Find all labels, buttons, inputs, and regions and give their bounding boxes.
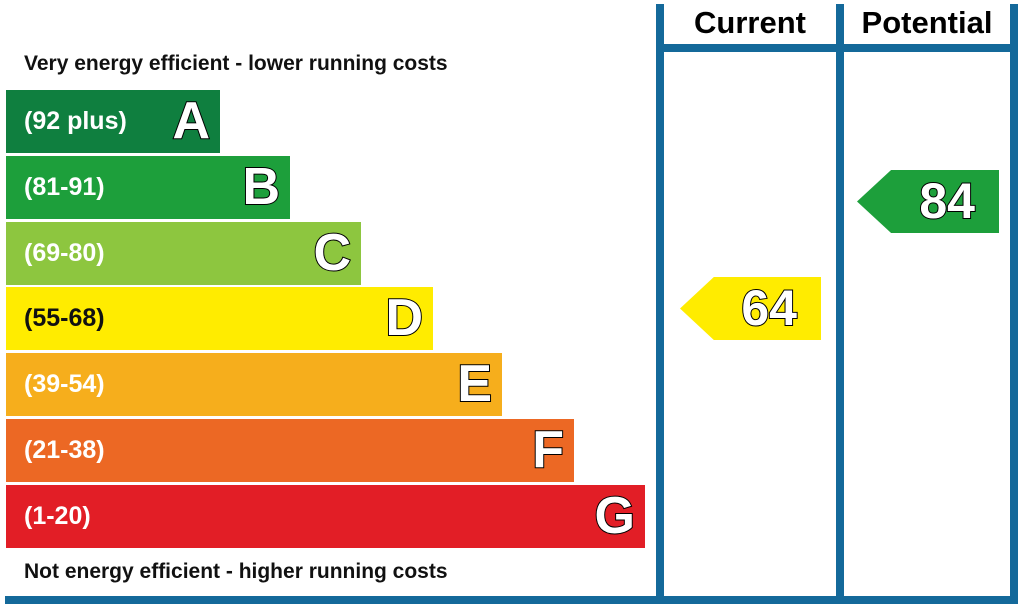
band-c: (69-80) C [6,221,361,285]
divider-right [1010,4,1018,604]
current-header: Current [694,5,806,40]
divider-middle [836,4,844,600]
divider-left [656,4,664,604]
band-letter: D [384,288,424,348]
bottom-caption: Not energy efficient - higher running co… [24,560,448,583]
band-range: (69-80) [24,238,105,267]
potential-header: Potential [861,5,993,40]
band-range: (55-68) [24,304,105,333]
band-range: (21-38) [24,436,105,464]
potential-rating-arrow: 84 [857,170,999,233]
band-letter: A [171,91,211,151]
header-underline [660,44,1018,52]
band-letter: G [594,486,636,546]
band-range: (39-54) [24,370,105,399]
band-letter: C [312,223,352,283]
band-letter: E [456,354,493,414]
band-range: (81-91) [24,172,105,201]
bottom-line [5,596,1018,604]
potential-rating-value: 84 [918,172,976,230]
band-letter: F [531,420,565,480]
band-b: (81-91) B [6,155,290,219]
band-e: (39-54) E [6,353,502,417]
band-range: (1-20) [24,501,91,530]
band-range: (92 plus) [24,107,127,135]
band-g: (1-20) G [6,484,645,548]
current-rating-value: 64 [740,279,798,337]
top-caption: Very energy efficient - lower running co… [24,52,448,75]
band-d: (55-68) D [6,287,433,351]
band-a: (92 plus) A [6,90,220,153]
band-f: (21-38) F [6,419,574,482]
band-letter: B [241,157,281,217]
current-rating-arrow: 64 [680,277,821,340]
